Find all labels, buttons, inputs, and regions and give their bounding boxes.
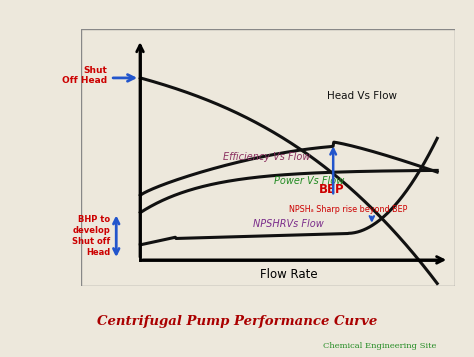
Text: Efficiency Vs Flow: Efficiency Vs Flow bbox=[223, 152, 310, 162]
Text: NPSHRVs Flow: NPSHRVs Flow bbox=[253, 219, 324, 229]
Text: Power Vs Flow: Power Vs Flow bbox=[274, 176, 344, 186]
Text: Flow Rate: Flow Rate bbox=[260, 268, 318, 281]
Text: BEP: BEP bbox=[319, 183, 345, 196]
Text: Shut
Off Head: Shut Off Head bbox=[62, 66, 107, 85]
Text: NPSHₐ Sharp rise beyond BEP: NPSHₐ Sharp rise beyond BEP bbox=[289, 205, 407, 214]
Text: Centrifugal Pump Performance Curve: Centrifugal Pump Performance Curve bbox=[97, 315, 377, 328]
Text: BHP to
develop
Shut off
Head: BHP to develop Shut off Head bbox=[72, 215, 110, 257]
Text: Head Vs Flow: Head Vs Flow bbox=[327, 91, 397, 101]
Text: Chemical Engineering Site: Chemical Engineering Site bbox=[322, 342, 436, 350]
